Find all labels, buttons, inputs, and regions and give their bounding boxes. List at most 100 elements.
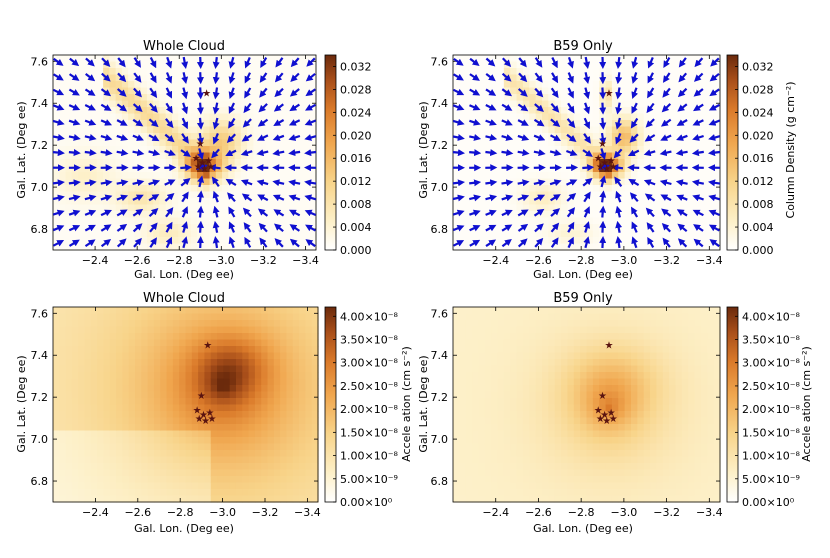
heatmap-cell [103,456,111,464]
heatmap-cell [109,204,117,212]
heatmap-cell [159,74,167,82]
heatmap-cell [228,217,236,225]
heatmap-cell [116,482,124,490]
heatmap-cell [242,359,250,367]
heatmap-cell [172,417,180,425]
heatmap-cell [510,217,518,225]
heatmap-cell [650,217,658,225]
heatmap-cell [688,74,696,82]
vector-arrow [550,222,560,233]
heatmap-cell [573,411,581,419]
heatmap-cell [191,417,199,425]
heatmap-cell [637,185,645,193]
vector-arrow [52,179,65,187]
heatmap-cell [235,437,243,445]
heatmap-cell [235,326,243,334]
heatmap-cell [548,437,556,445]
heatmap-cell [53,172,60,180]
heatmap-cell [280,398,288,406]
heatmap-cell [59,443,67,451]
heatmap-cell [484,482,492,490]
heatmap-cell [535,159,543,167]
heatmap-cell [146,107,154,115]
heatmap-cell [484,417,492,425]
heatmap-cell [153,346,161,354]
heatmap-cell [242,463,250,471]
heatmap-cell [656,87,664,95]
heatmap-cell [554,404,562,412]
heatmap-cell [116,456,124,464]
heatmap-cell [147,352,155,360]
heatmap-cell [700,146,708,154]
heatmap-cell [510,68,518,76]
heatmap-cell [700,126,708,134]
heatmap-cell [247,146,254,154]
heatmap-cell [542,178,549,186]
heatmap-cell [228,113,236,121]
heatmap-cell [59,68,67,76]
heatmap-cell [694,230,702,238]
heatmap-cell [643,55,651,63]
heatmap-cell [292,391,300,399]
heatmap-cell [242,372,250,380]
heatmap-cell [637,94,645,102]
heatmap-cell [203,68,211,76]
heatmap-cell [522,352,530,360]
heatmap-cell [542,456,549,464]
heatmap-cell [59,404,67,412]
heatmap-cell [217,339,224,347]
heatmap-cell [198,378,206,386]
heatmap-cell [580,191,588,199]
vector-arrow [615,102,623,115]
heatmap-cell [228,68,236,76]
heatmap-cell [675,68,683,76]
heatmap-cell [542,87,549,95]
vector-arrow [52,133,65,141]
heatmap-cell [459,172,467,180]
heatmap-cell [253,120,261,128]
heatmap-cell [700,237,708,245]
heatmap-cell [465,476,473,484]
heatmap-cell [472,430,480,438]
heatmap-cell [542,320,549,328]
heatmap-cell [567,378,575,386]
heatmap-cell [548,313,556,321]
heatmap-cell [694,243,702,251]
heatmap-cell [217,482,224,490]
heatmap-cell [166,372,174,380]
heatmap-cell [84,107,92,115]
heatmap-cell [573,87,581,95]
vector-arrow [485,88,497,96]
heatmap-cell [153,378,161,386]
heatmap-cell [459,159,467,167]
heatmap-cell [59,172,67,180]
heatmap-cell [453,437,460,445]
heatmap-cell [71,417,79,425]
heatmap-cell [586,320,594,328]
heatmap-cell [542,139,549,147]
vector-arrow [212,132,220,145]
heatmap-cell [497,365,505,373]
heatmap-cell [103,159,110,167]
heatmap-cell [261,437,269,445]
heatmap-cell [522,385,530,393]
heatmap-cell [580,326,588,334]
heatmap-cell [135,398,142,406]
heatmap-cell [529,443,537,451]
heatmap-cell [286,489,294,497]
heatmap-cell [185,482,193,490]
heatmap-cell [484,398,492,406]
heatmap-cell [65,385,73,393]
heatmap-cell [292,430,300,438]
heatmap-cell [580,94,588,102]
heatmap-cell [273,378,281,386]
heatmap-cell [573,352,581,360]
heatmap-cell [554,476,562,484]
heatmap-cell [529,333,537,341]
vector-arrow [599,190,607,203]
heatmap-cell [656,211,664,219]
heatmap-cell [254,320,262,328]
vector-arrow [708,209,721,217]
heatmap-cell [472,198,480,206]
heatmap-cell [453,204,460,212]
